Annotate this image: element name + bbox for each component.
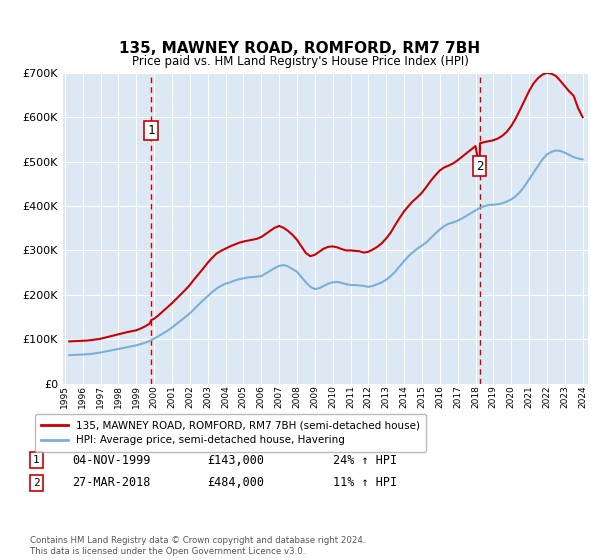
Text: Price paid vs. HM Land Registry's House Price Index (HPI): Price paid vs. HM Land Registry's House … — [131, 55, 469, 68]
Text: 135, MAWNEY ROAD, ROMFORD, RM7 7BH: 135, MAWNEY ROAD, ROMFORD, RM7 7BH — [119, 41, 481, 56]
Text: Contains HM Land Registry data © Crown copyright and database right 2024.
This d: Contains HM Land Registry data © Crown c… — [30, 536, 365, 556]
Legend: 135, MAWNEY ROAD, ROMFORD, RM7 7BH (semi-detached house), HPI: Average price, se: 135, MAWNEY ROAD, ROMFORD, RM7 7BH (semi… — [35, 414, 426, 452]
Text: 1: 1 — [148, 124, 155, 137]
Text: 04-NOV-1999: 04-NOV-1999 — [72, 454, 151, 467]
Text: 1: 1 — [33, 455, 40, 465]
Text: £484,000: £484,000 — [207, 476, 264, 489]
Text: 11% ↑ HPI: 11% ↑ HPI — [333, 476, 397, 489]
Text: 2: 2 — [476, 160, 484, 172]
Text: £143,000: £143,000 — [207, 454, 264, 467]
Text: 24% ↑ HPI: 24% ↑ HPI — [333, 454, 397, 467]
Text: 2: 2 — [33, 478, 40, 488]
Text: 27-MAR-2018: 27-MAR-2018 — [72, 476, 151, 489]
